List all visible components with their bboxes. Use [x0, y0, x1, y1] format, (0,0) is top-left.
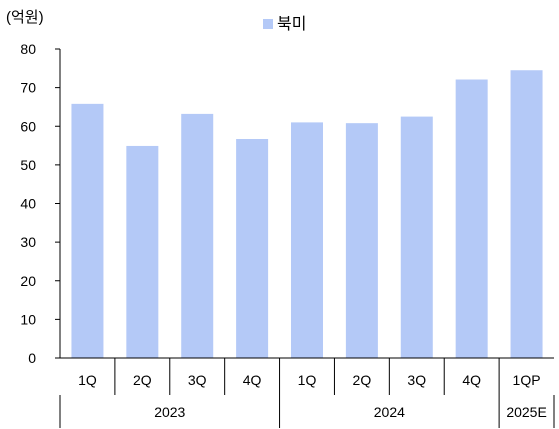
category-label: 1Q [78, 372, 97, 388]
legend-label: 북미 [277, 15, 306, 33]
category-label: 3Q [188, 372, 207, 388]
category-label: 4Q [462, 372, 481, 388]
y-axis-ticks: 0 10 20 30 40 50 60 70 80 [20, 41, 60, 366]
y-tick-label: 60 [20, 118, 36, 134]
x-axis-labels: 1Q 2Q 3Q 4Q 1Q 2Q 3Q 4Q 1QP 2023 2024 2025E [59, 358, 555, 428]
bar [71, 103, 104, 358]
bar [400, 116, 433, 358]
category-label: 4Q [243, 372, 262, 388]
legend-swatch [263, 19, 273, 29]
category-label: 2Q [353, 372, 372, 388]
group-label: 2024 [374, 404, 405, 420]
y-tick-label: 70 [20, 80, 36, 96]
axes [59, 49, 554, 359]
group-label: 2025E [506, 404, 546, 420]
legend: 북미 [263, 15, 306, 33]
y-tick-label: 20 [20, 273, 36, 289]
y-tick-label: 80 [20, 41, 36, 57]
bar [345, 123, 378, 358]
bar [126, 145, 159, 358]
bars [71, 70, 543, 359]
category-label: 1Q [298, 372, 317, 388]
y-tick-label: 0 [28, 350, 36, 366]
category-label: 1QP [513, 372, 541, 388]
bar [236, 138, 269, 358]
bar [181, 113, 214, 358]
y-tick-label: 10 [20, 311, 36, 327]
bar [291, 122, 323, 358]
group-label: 2023 [154, 404, 185, 420]
y-tick-label: 30 [20, 234, 36, 250]
y-axis-unit-label: (억원) [6, 9, 44, 26]
bar [455, 79, 488, 359]
y-tick-label: 50 [20, 157, 36, 173]
category-label: 2Q [133, 372, 152, 388]
category-label: 3Q [407, 372, 426, 388]
bar [510, 70, 543, 359]
y-tick-label: 40 [20, 196, 36, 212]
